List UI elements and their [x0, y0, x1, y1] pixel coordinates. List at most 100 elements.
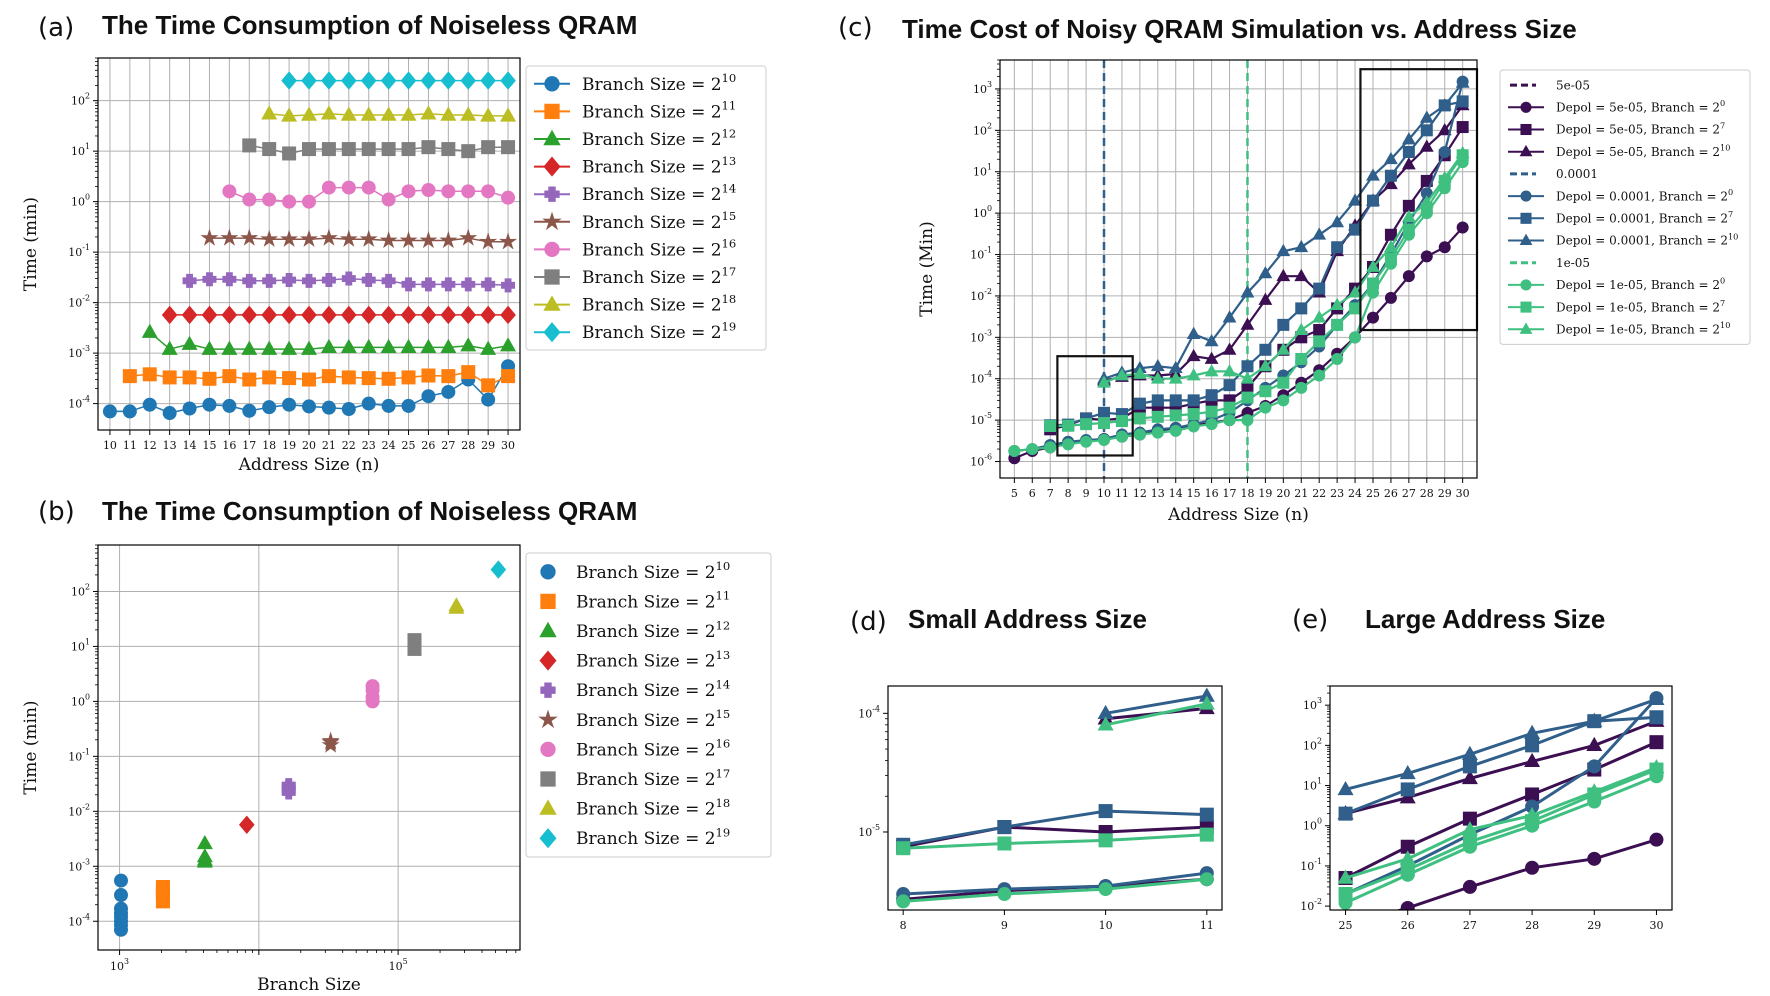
data-point [1169, 424, 1182, 437]
y-tick-exp: -3 [984, 328, 992, 337]
data-point [1331, 318, 1344, 331]
data-point [1401, 209, 1416, 223]
x-tick-label: 19 [282, 439, 296, 452]
axes-frame [97, 544, 521, 951]
legend-label-text: Branch Size = 2 [582, 75, 722, 95]
y-tick-base: 10 [1300, 860, 1314, 873]
x-tick-label: 8 [1065, 487, 1072, 500]
data-point [1349, 302, 1362, 315]
legend-marker [539, 650, 557, 671]
y-tick-exp: -4 [984, 370, 992, 379]
y-tick-base: 10 [68, 246, 82, 259]
data-point [281, 340, 298, 355]
y-tick-exp: -1 [82, 243, 90, 252]
legend-exp: 13 [716, 648, 731, 662]
legend-marker [542, 211, 562, 231]
x-tick-label: 17 [242, 439, 256, 452]
data-point [1461, 769, 1478, 785]
legend-entry: Branch Size = 219 [582, 320, 736, 344]
data-point [1384, 151, 1398, 165]
data-point [321, 180, 336, 195]
x-tick-label: 29 [1587, 919, 1601, 932]
data-point [1133, 397, 1146, 410]
legend-label-text: Branch Size = 2 [576, 622, 716, 642]
x-tick-label: 15 [1187, 487, 1201, 500]
data-point [1419, 139, 1434, 152]
legend-entry: Branch Size = 211 [576, 589, 730, 613]
data-point [282, 194, 297, 209]
legend-exp: 16 [722, 237, 737, 251]
data-point [281, 778, 296, 793]
data-point [481, 378, 496, 393]
y-tick-exp: -1 [82, 747, 90, 756]
data-point [479, 232, 498, 250]
y-tick-label: 10-3 [68, 857, 90, 873]
data-point [1240, 371, 1255, 384]
data-point [501, 190, 516, 205]
y-tick-label: 102 [71, 92, 90, 108]
data-point [222, 398, 237, 413]
data-point [1223, 414, 1236, 427]
y-tick-label: 10-4 [858, 704, 880, 720]
y-tick-label: 10-1 [68, 747, 90, 763]
data-point [490, 560, 507, 579]
data-point [321, 369, 336, 384]
data-point [1150, 371, 1165, 384]
y-tick-label: 10-2 [68, 294, 90, 310]
data-point [381, 398, 396, 413]
y-tick-base: 10 [68, 297, 82, 310]
data-point [480, 71, 496, 90]
legend-entry: Depol = 5e-05, Branch = 27 [1556, 120, 1725, 136]
panel-c-title: Time Cost of Noisy QRAM Simulation vs. A… [902, 14, 1577, 44]
legend-marker [539, 828, 557, 849]
legend-entry: Branch Size = 213 [582, 154, 736, 178]
data-point [282, 273, 297, 288]
x-tick-label: 105 [389, 957, 408, 973]
data-point [321, 71, 337, 90]
legend-entry: Branch Size = 217 [576, 766, 730, 790]
data-point [1402, 223, 1415, 236]
y-tick-exp: 1 [987, 163, 992, 172]
data-point [302, 399, 316, 414]
data-point [407, 633, 422, 648]
legend-marker [1520, 101, 1532, 113]
data-point [1420, 250, 1433, 263]
data-point [1401, 157, 1416, 170]
series-line [1344, 774, 1658, 905]
legend-label-text: Depol = 5e-05, Branch = 2 [1556, 123, 1720, 137]
data-point [341, 71, 357, 90]
data-point [501, 140, 516, 155]
data-point [1294, 268, 1309, 282]
x-tick-base: 10 [110, 960, 124, 973]
series-line [1344, 740, 1658, 880]
data-point [420, 305, 437, 325]
data-point [320, 105, 337, 120]
data-point [440, 71, 457, 90]
data-point [1132, 366, 1147, 379]
data-point [499, 232, 518, 250]
data-point [1241, 414, 1254, 427]
x-tick-label: 27 [1402, 487, 1416, 500]
legend-entry: Branch Size = 214 [576, 678, 730, 702]
data-point [114, 888, 129, 903]
data-point [1455, 75, 1470, 88]
data-point [1586, 736, 1603, 752]
x-tick-label: 30 [1456, 487, 1470, 500]
legend-entry: Branch Size = 213 [576, 648, 730, 672]
data-point [1259, 343, 1272, 356]
legend-marker [1519, 144, 1533, 157]
legend-frame [525, 65, 767, 351]
legend-marker [540, 741, 556, 758]
x-tick-label: 28 [1525, 919, 1539, 932]
y-tick-exp: 2 [85, 582, 90, 591]
data-point [421, 140, 436, 155]
legend-label-text: Branch Size = 2 [582, 130, 722, 150]
data-point [1438, 145, 1451, 158]
legend-entry: Branch Size = 218 [582, 292, 736, 316]
y-tick-label: 100 [973, 204, 992, 220]
data-point [300, 340, 318, 355]
data-point [441, 369, 456, 384]
data-point [1313, 335, 1326, 348]
data-point [1525, 738, 1540, 753]
